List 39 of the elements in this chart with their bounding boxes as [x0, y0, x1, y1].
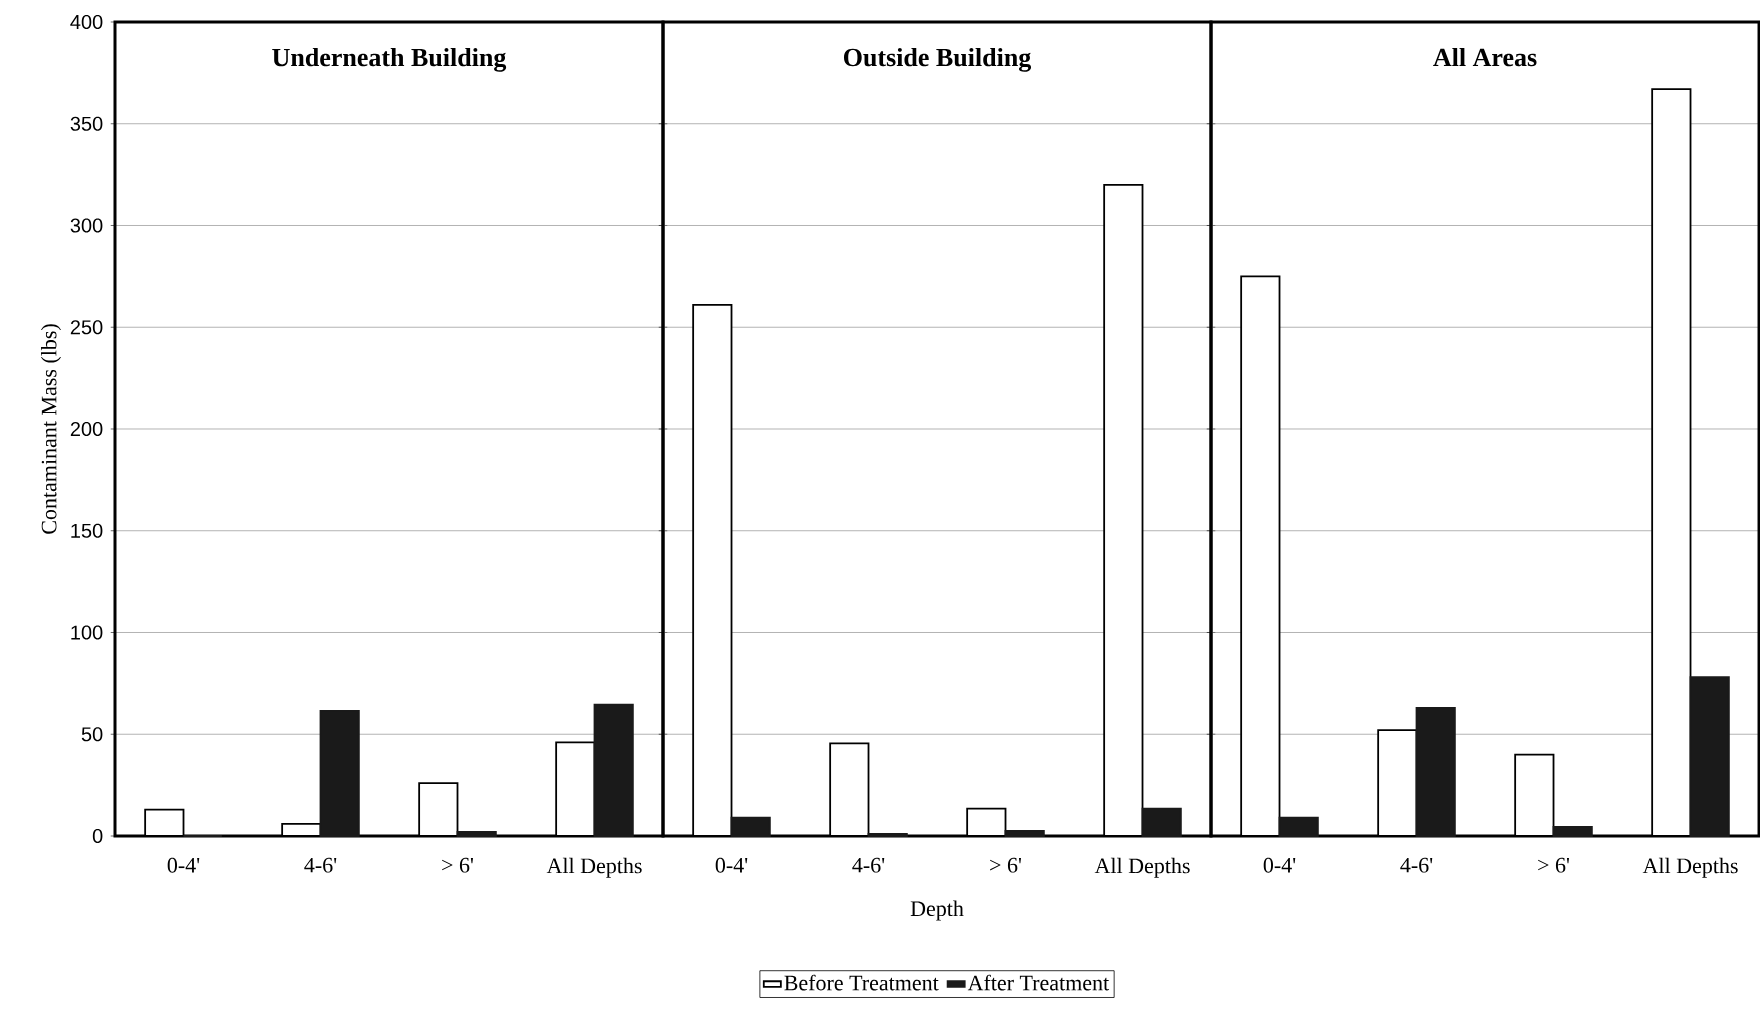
x-tick-label: 0-4' — [167, 857, 200, 873]
y-tick-label: 250 — [70, 320, 103, 335]
y-tick-label: 0 — [92, 828, 103, 844]
y-tick-label: 300 — [70, 218, 103, 233]
bar — [456, 831, 497, 837]
x-tick-label: > 6' — [990, 857, 1022, 873]
text: Underneath Building — [272, 47, 507, 72]
x-tick-label: All Depths — [1094, 857, 1190, 878]
y-tick-label: 50 — [81, 727, 103, 742]
text: All Areas — [1433, 47, 1537, 67]
bar — [867, 833, 908, 837]
x-tick-label: 4-6' — [304, 857, 337, 873]
bar — [1278, 816, 1319, 837]
x-tick-label: 0-4' — [1263, 857, 1296, 873]
bar — [1552, 825, 1593, 837]
y-axis-title: Contaminant Mass (lbs) — [41, 324, 61, 534]
x-tick-label: > 6' — [1538, 857, 1570, 873]
y-tick-label: 150 — [71, 523, 103, 538]
legend-label: After Treatment — [967, 974, 1110, 991]
x-tick-label: All Depths — [546, 857, 642, 878]
x-tick-label: 4-6' — [1400, 857, 1433, 873]
bar — [1415, 706, 1456, 837]
x-tick-label: > 6' — [442, 857, 474, 873]
bar — [1004, 830, 1045, 837]
bar — [730, 816, 771, 837]
x-tick-label: All Depths — [1642, 857, 1738, 878]
x-tick-label: 0-4' — [715, 857, 748, 873]
bar — [1141, 807, 1182, 837]
y-tick-label: 400 — [70, 14, 103, 30]
x-axis-title: Depth — [910, 900, 964, 921]
bar — [1689, 676, 1730, 837]
legend-label: Before Treatment — [784, 974, 939, 991]
bar — [593, 703, 634, 837]
y-tick-label: 100 — [71, 625, 103, 640]
y-tick-label: 200 — [70, 421, 103, 437]
bar — [319, 709, 360, 837]
text: Outside Building — [843, 47, 1032, 72]
x-tick-label: 4-6' — [852, 857, 885, 873]
y-tick-label: 350 — [70, 116, 103, 131]
